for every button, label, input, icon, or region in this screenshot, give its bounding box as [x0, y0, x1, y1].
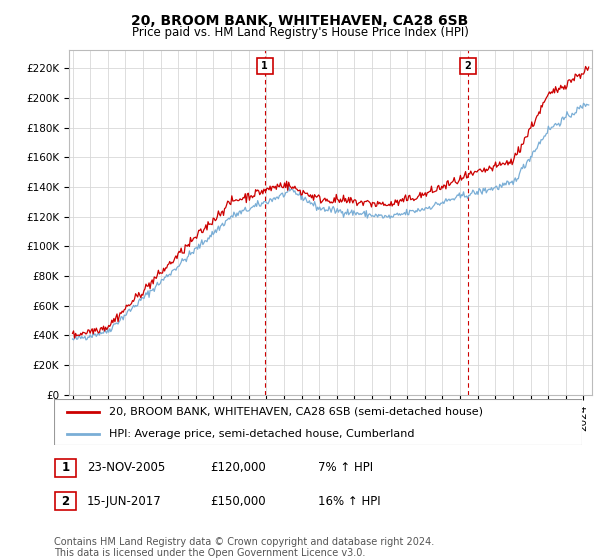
Text: 2: 2	[464, 61, 472, 71]
Text: 23-NOV-2005: 23-NOV-2005	[87, 461, 165, 474]
Text: Price paid vs. HM Land Registry's House Price Index (HPI): Price paid vs. HM Land Registry's House …	[131, 26, 469, 39]
Text: HPI: Average price, semi-detached house, Cumberland: HPI: Average price, semi-detached house,…	[109, 429, 415, 438]
Text: 20, BROOM BANK, WHITEHAVEN, CA28 6SB: 20, BROOM BANK, WHITEHAVEN, CA28 6SB	[131, 14, 469, 28]
Text: 16% ↑ HPI: 16% ↑ HPI	[318, 494, 380, 508]
FancyBboxPatch shape	[54, 399, 582, 445]
Text: 1: 1	[61, 461, 70, 474]
Text: 20, BROOM BANK, WHITEHAVEN, CA28 6SB (semi-detached house): 20, BROOM BANK, WHITEHAVEN, CA28 6SB (se…	[109, 407, 484, 417]
Text: 15-JUN-2017: 15-JUN-2017	[87, 494, 162, 508]
Text: £120,000: £120,000	[210, 461, 266, 474]
Text: 7% ↑ HPI: 7% ↑ HPI	[318, 461, 373, 474]
Text: 1: 1	[261, 61, 268, 71]
Text: £150,000: £150,000	[210, 494, 266, 508]
Text: Contains HM Land Registry data © Crown copyright and database right 2024.
This d: Contains HM Land Registry data © Crown c…	[54, 536, 434, 558]
FancyBboxPatch shape	[55, 459, 76, 477]
Text: 2: 2	[61, 494, 70, 508]
FancyBboxPatch shape	[55, 492, 76, 510]
